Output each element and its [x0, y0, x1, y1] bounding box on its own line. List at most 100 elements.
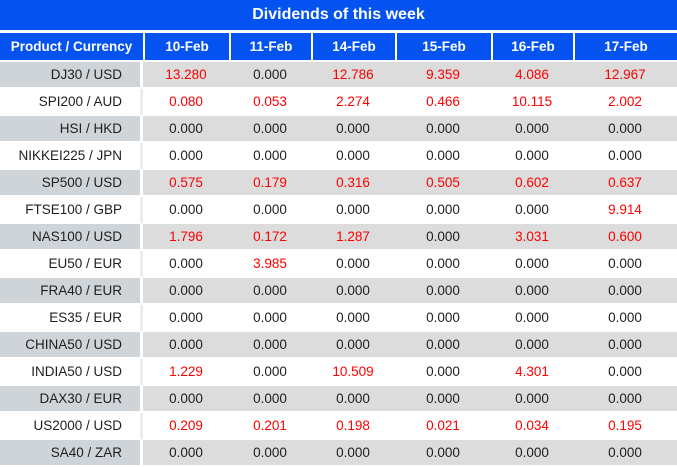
- product-cell: SPI200 / AUD: [0, 89, 143, 116]
- value-cell: 0.000: [229, 197, 311, 224]
- value-cell: 0.000: [311, 440, 395, 467]
- value-cell: 0.000: [491, 278, 573, 305]
- value-cell: 0.000: [311, 116, 395, 143]
- value-cell: 0.000: [395, 116, 491, 143]
- product-cell: EU50 / EUR: [0, 251, 143, 278]
- table-row: CHINA50 / USD 0.000 0.000 0.000 0.000 0.000 0.…: [0, 332, 677, 359]
- value-cell: 0.000: [229, 332, 311, 359]
- value-cell: 0.000: [491, 305, 573, 332]
- value-cell: 0.000: [395, 305, 491, 332]
- value-cell: 0.000: [573, 251, 677, 278]
- value-cell: 0.195: [573, 413, 677, 440]
- value-cell: 1.229: [143, 359, 229, 386]
- value-cell: 2.274: [311, 89, 395, 116]
- value-cell: 9.914: [573, 197, 677, 224]
- value-cell: 2.002: [573, 89, 677, 116]
- value-cell: 0.000: [311, 278, 395, 305]
- value-cell: 0.000: [491, 116, 573, 143]
- product-cell: FRA40 / EUR: [0, 278, 143, 305]
- table-row: DAX30 / EUR 0.000 0.000 0.000 0.000 0.000 0.00…: [0, 386, 677, 413]
- value-cell: 12.786: [311, 62, 395, 89]
- value-cell: 0.000: [573, 116, 677, 143]
- column-header-date: 11-Feb: [229, 33, 311, 62]
- value-cell: 0.000: [229, 359, 311, 386]
- table-row: EU50 / EUR 0.000 3.985 0.000 0.000 0.000 0.000: [0, 251, 677, 278]
- product-cell: SA40 / ZAR: [0, 440, 143, 467]
- value-cell: 0.080: [143, 89, 229, 116]
- value-cell: 0.000: [395, 278, 491, 305]
- product-cell: DJ30 / USD: [0, 62, 143, 89]
- value-cell: 0.000: [573, 278, 677, 305]
- table-row: SPI200 / AUD 0.080 0.053 2.274 0.466 10.115 2.…: [0, 89, 677, 116]
- header-row: Product / Currency 10-Feb 11-Feb 14-Feb 15-F…: [0, 33, 677, 62]
- table-row: FRA40 / EUR 0.000 0.000 0.000 0.000 0.000 0.00…: [0, 278, 677, 305]
- value-cell: 0.000: [395, 143, 491, 170]
- value-cell: 0.000: [491, 251, 573, 278]
- value-cell: 0.000: [143, 116, 229, 143]
- product-cell: NAS100 / USD: [0, 224, 143, 251]
- value-cell: 0.000: [311, 386, 395, 413]
- value-cell: 0.209: [143, 413, 229, 440]
- value-cell: 0.198: [311, 413, 395, 440]
- column-header-date: 14-Feb: [311, 33, 395, 62]
- value-cell: 0.000: [311, 251, 395, 278]
- table-row: NIKKEI225 / JPN 0.000 0.000 0.000 0.000 0.000…: [0, 143, 677, 170]
- value-cell: 0.000: [573, 440, 677, 467]
- value-cell: 0.000: [491, 386, 573, 413]
- value-cell: 0.201: [229, 413, 311, 440]
- value-cell: 0.000: [491, 197, 573, 224]
- value-cell: 0.000: [311, 305, 395, 332]
- value-cell: 12.967: [573, 62, 677, 89]
- value-cell: 0.000: [491, 440, 573, 467]
- value-cell: 1.796: [143, 224, 229, 251]
- product-cell: DAX30 / EUR: [0, 386, 143, 413]
- value-cell: 0.000: [229, 116, 311, 143]
- value-cell: 0.000: [143, 251, 229, 278]
- value-cell: 0.000: [395, 224, 491, 251]
- value-cell: 0.000: [395, 440, 491, 467]
- value-cell: 0.000: [229, 143, 311, 170]
- value-cell: 9.359: [395, 62, 491, 89]
- value-cell: 0.000: [229, 305, 311, 332]
- value-cell: 0.000: [229, 278, 311, 305]
- value-cell: 0.000: [395, 386, 491, 413]
- column-header-product-currency: Product / Currency: [0, 33, 143, 62]
- value-cell: 0.000: [573, 143, 677, 170]
- table-row: DJ30 / USD 13.280 0.000 12.786 9.359 4.086 12.…: [0, 62, 677, 89]
- value-cell: 0.602: [491, 170, 573, 197]
- page-title: Dividends of this week: [252, 6, 425, 23]
- value-cell: 0.000: [143, 332, 229, 359]
- value-cell: 0.466: [395, 89, 491, 116]
- table-row: HSI / HKD 0.000 0.000 0.000 0.000 0.000 0.000: [0, 116, 677, 143]
- value-cell: 1.287: [311, 224, 395, 251]
- value-cell: 0.505: [395, 170, 491, 197]
- value-cell: 0.600: [573, 224, 677, 251]
- value-cell: 0.000: [395, 197, 491, 224]
- value-cell: 0.000: [573, 305, 677, 332]
- product-cell: INDIA50 / USD: [0, 359, 143, 386]
- value-cell: 10.509: [311, 359, 395, 386]
- value-cell: 0.021: [395, 413, 491, 440]
- value-cell: 0.637: [573, 170, 677, 197]
- value-cell: 0.000: [311, 143, 395, 170]
- value-cell: 0.000: [143, 197, 229, 224]
- value-cell: 0.053: [229, 89, 311, 116]
- value-cell: 0.000: [143, 143, 229, 170]
- value-cell: 0.000: [395, 359, 491, 386]
- column-header-date: 16-Feb: [491, 33, 573, 62]
- table-row: FTSE100 / GBP 0.000 0.000 0.000 0.000 0.000 9.…: [0, 197, 677, 224]
- value-cell: 0.000: [143, 440, 229, 467]
- product-cell: HSI / HKD: [0, 116, 143, 143]
- value-cell: 0.000: [229, 440, 311, 467]
- value-cell: 13.280: [143, 62, 229, 89]
- dividends-table: Product / Currency 10-Feb 11-Feb 14-Feb 15-F…: [0, 33, 677, 467]
- value-cell: 0.000: [395, 332, 491, 359]
- title-bar: Dividends of this week: [0, 0, 677, 30]
- column-header-date: 15-Feb: [395, 33, 491, 62]
- value-cell: 0.000: [229, 386, 311, 413]
- column-header-date: 10-Feb: [143, 33, 229, 62]
- column-header-date: 17-Feb: [573, 33, 677, 62]
- table-row: SA40 / ZAR 0.000 0.000 0.000 0.000 0.000 0.000: [0, 440, 677, 467]
- table-row: US2000 / USD 0.209 0.201 0.198 0.021 0.034 0.1…: [0, 413, 677, 440]
